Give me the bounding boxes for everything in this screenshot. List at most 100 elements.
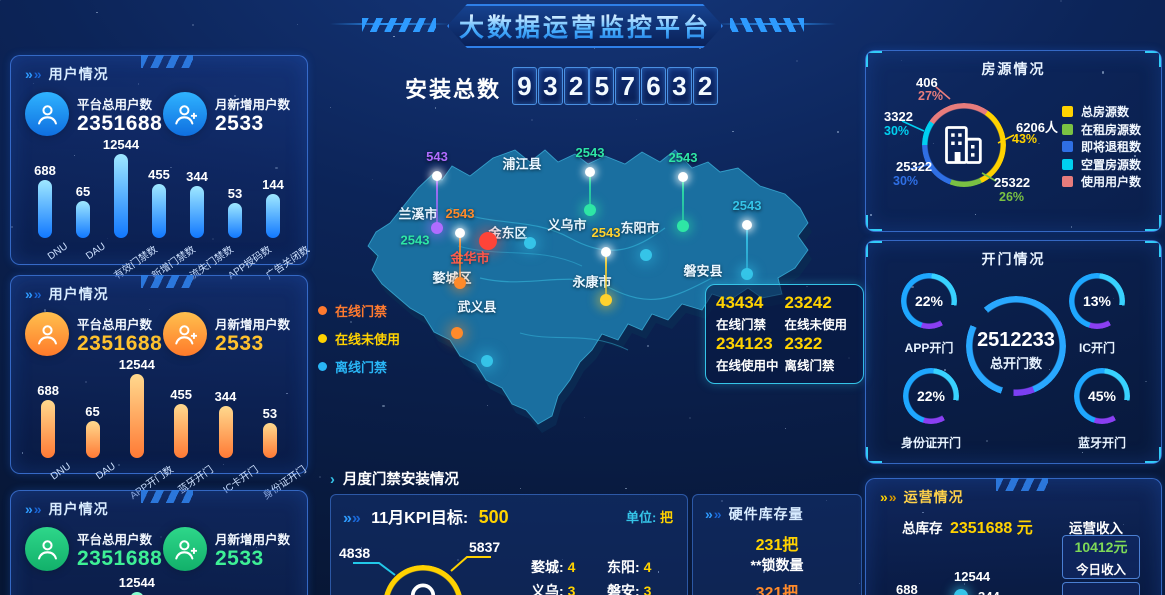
housing-callout-pct: 30% [884, 124, 910, 138]
door-status-value: 2322 [784, 334, 823, 353]
map-legend-item: 离线门禁 [318, 352, 400, 380]
housing-callout-value: 25322 [994, 175, 1031, 190]
star [74, 154, 76, 156]
install-digit: 9 [512, 67, 537, 105]
user-stat: 月新增用户数 2533 [163, 308, 295, 368]
header-wing-right [730, 18, 804, 32]
map-pin-stem [436, 176, 438, 228]
star [699, 47, 701, 50]
title-banner: 大数据运营监控平台 [447, 4, 723, 48]
star [148, 309, 150, 311]
page-title: 大数据运营监控平台 [459, 8, 711, 44]
bar-value: 12544 [118, 575, 155, 590]
star [393, 35, 395, 38]
star [531, 119, 534, 122]
panel-title: »» 用户情况 [25, 66, 109, 82]
panel-title: »» 用户情况 [25, 501, 109, 517]
star [371, 178, 373, 180]
bar-category: DNU [49, 461, 74, 483]
legend-swatch-icon [1062, 106, 1073, 118]
housing-callout-lines [901, 86, 1015, 182]
door-title: 开门情况 [981, 251, 1046, 267]
legend-label: 即将退租数 [1081, 140, 1142, 155]
star [329, 107, 331, 109]
map-glow-dot [640, 249, 652, 261]
income-box: 12865元 [1062, 582, 1140, 595]
bar [129, 592, 144, 595]
map-pin-dot [431, 222, 443, 234]
legend-label: 空置房源数 [1081, 157, 1142, 172]
door-status-value: 23242 [784, 293, 832, 312]
install-digit: 3 [537, 67, 563, 105]
map-pin-dot [454, 277, 466, 289]
bar [218, 406, 233, 458]
kpi-city-stat: 东阳: 4 [607, 557, 651, 577]
map-pin-value: 2543 [591, 225, 621, 240]
bar-category: DAU [93, 461, 118, 483]
panel-title-text: 用户情况 [48, 501, 109, 517]
star [826, 499, 828, 501]
door-gauge-label: APP开门 [904, 341, 954, 355]
user-icon [25, 312, 69, 356]
legend-label: 在租房源数 [1081, 122, 1142, 137]
building-icon [936, 117, 992, 178]
kpi-right-value: 5837 [469, 539, 501, 555]
housing-legend-item: 即将退租数 [1062, 138, 1141, 156]
user-stat-label: 平台总用户数 [77, 98, 153, 112]
door-status-stats: 43434 在线门禁 23242 在线未使用 234123 在线使用中 2322 离线门禁 [705, 284, 864, 384]
kpi-callout-lines [353, 556, 491, 576]
legend-label: 在线未使用 [335, 331, 401, 347]
bar-value: 53 [262, 406, 278, 421]
star [721, 499, 724, 502]
star [456, 559, 459, 562]
star [286, 392, 288, 395]
user-stat-value: 2533 [215, 112, 264, 135]
door-gauge-label: IC开门 [1078, 341, 1116, 355]
star [487, 404, 489, 406]
panel-notch [141, 275, 194, 288]
door-gauge-ring [1069, 273, 1125, 329]
door-panel: 开门情况 2512233 总开门数 22% APP开门 13% IC开门 22% 身份证开… [865, 240, 1162, 464]
bar [38, 180, 52, 238]
install-digit: 2 [692, 67, 718, 105]
star [10, 226, 14, 229]
map-city-label: 金东区 [488, 225, 528, 241]
kpi-city-name: 磐安: [607, 583, 640, 595]
housing-panel: 房源情况 总房源数 在租房源数 即将退租数 空置房源数 使用用户数 6206人 43% 25… [865, 50, 1162, 232]
stock-value: 2351688 元 [950, 520, 1033, 537]
user-stat: 月新增用户数 2533 [163, 523, 295, 583]
chevron-icon: › [330, 472, 335, 488]
map-pin-dot [741, 268, 753, 280]
user-stat-label: 平台总用户数 [77, 533, 153, 547]
panel-title-text: 用户情况 [48, 286, 109, 302]
bar-value: 455 [170, 387, 192, 402]
star [107, 238, 108, 239]
star [688, 416, 691, 419]
kpi-city-stat: 婺城: 4 [531, 557, 575, 577]
star [181, 392, 183, 394]
map-pin-dot [600, 294, 612, 306]
star [117, 464, 121, 467]
map-float-value: 2543 [400, 232, 430, 248]
map-pin-stem [682, 177, 684, 226]
map-city-label: 永康市 [572, 274, 612, 290]
stock-label: 总库存 [902, 521, 943, 536]
door-gauge: 13% [1069, 273, 1125, 329]
hardware-qty1: 231把 [755, 537, 799, 554]
monthly-kpi-panel: »» 11月KPI目标: 500 单位: 把 4838 5837 婺城: 4 东阳:… [330, 494, 688, 595]
monthly-section-title: › 月度门禁安装情况 [330, 472, 459, 488]
bar [129, 374, 144, 458]
lock-icon [395, 577, 451, 595]
map-pin-head [455, 228, 465, 238]
map-legend: 在线门禁 在线未使用 离线门禁 [318, 296, 400, 380]
legend-label: 总房源数 [1081, 105, 1130, 120]
map-pin-stem [746, 225, 748, 274]
legend-label: 使用用户数 [1081, 175, 1142, 190]
map-pin-head [678, 172, 688, 182]
housing-callout-value: 6206人 [1016, 120, 1058, 135]
bar [262, 423, 277, 458]
map-pin-stem [459, 233, 461, 283]
map-pin-stem [605, 252, 607, 300]
income-box: 10412元 今日收入 [1062, 535, 1140, 579]
star [137, 83, 140, 85]
